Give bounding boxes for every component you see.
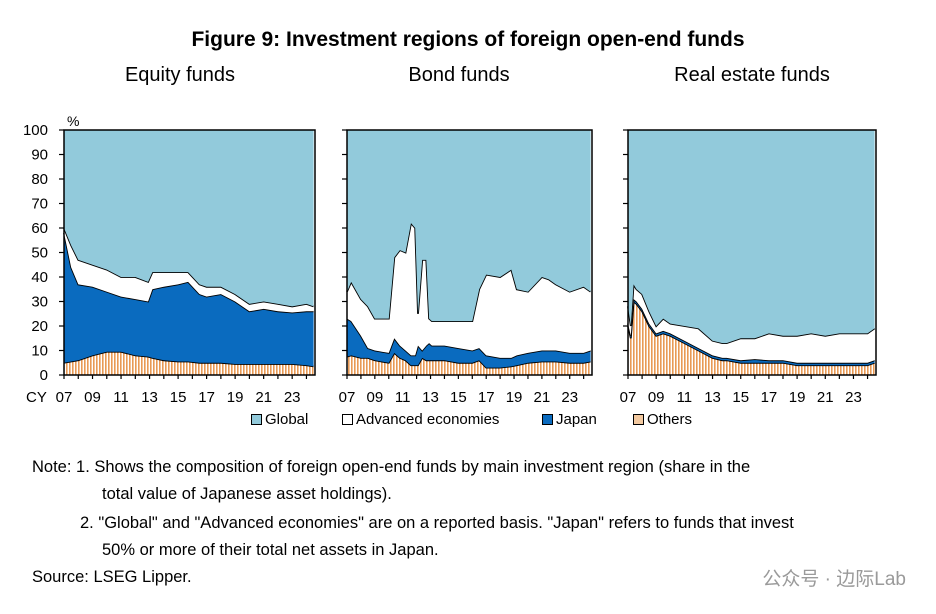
x-tick-label: 07 (339, 389, 356, 406)
x-tick-label: 13 (141, 389, 158, 406)
y-tick-label: 100 (23, 122, 48, 139)
legend-swatch-japan (542, 414, 553, 425)
legend-japan: Japan (542, 411, 597, 428)
x-tick-label: 17 (198, 389, 215, 406)
area-japan (64, 232, 314, 367)
area-global (64, 130, 314, 307)
area-others (64, 351, 314, 375)
legend-swatch-others (633, 414, 644, 425)
legend-label: Advanced economies (356, 411, 500, 428)
x-tick-label: 15 (732, 389, 749, 406)
note-1: Note: 1. Shows the composition of foreig… (32, 458, 751, 476)
y-tick-label: 90 (31, 147, 48, 164)
legend-swatch-advanced (342, 414, 353, 425)
x-tick-label: 15 (450, 389, 467, 406)
y-tick-label: 60 (31, 220, 48, 237)
legend-global: Global (251, 411, 308, 428)
x-tick-label: 21 (534, 389, 551, 406)
note-2-cont: 50% or more of their total net assets in… (102, 541, 439, 559)
x-tick-label: 21 (255, 389, 272, 406)
area-advanced-economies (64, 228, 314, 313)
x-tick-label: 11 (395, 389, 411, 406)
y-tick-label: 50 (31, 245, 48, 262)
x-tick-label: 17 (761, 389, 778, 406)
chart-area: 07 09 11 13 15 17 19 21 23 0 10 20 30 40 50 60 70 80 90 100… (23, 113, 877, 406)
area-advanced-economies (347, 223, 591, 358)
x-tick-label: 13 (422, 389, 439, 406)
area-global (628, 130, 875, 344)
panel-title-equity: Equity funds (124, 64, 236, 86)
x-tick-label: 23 (284, 389, 301, 406)
x-tick-label: 15 (170, 389, 187, 406)
x-tick-label: 07 (56, 389, 73, 406)
x-tick-label: 07 (620, 389, 637, 406)
note-1-cont: total value of Japanese asset holdings). (102, 485, 392, 503)
area-others (347, 352, 591, 375)
source: Source: LSEG Lipper. (32, 568, 192, 586)
legend-others: Others (633, 411, 692, 428)
x-tick-label: 19 (789, 389, 806, 406)
y-tick-label: 10 (31, 343, 48, 360)
figure-title: Figure 9: Investment regions of foreign … (191, 28, 745, 51)
y-tick-label: 30 (31, 294, 48, 311)
x-tick-label: 09 (366, 389, 383, 406)
x-tick-label: 11 (677, 389, 693, 406)
area-others (628, 301, 875, 375)
x-tick-label: 13 (704, 389, 721, 406)
legend-label: Others (647, 411, 693, 428)
y-tick-label: 70 (31, 196, 48, 213)
x-tick-label: 11 (113, 389, 129, 406)
x-tick-label: 21 (817, 389, 834, 406)
x-tick-label: 09 (84, 389, 101, 406)
legend-swatch-global (251, 414, 262, 425)
note-2: 2. "Global" and "Advanced economies" are… (80, 514, 794, 532)
legend-advanced: Advanced economies (342, 411, 499, 428)
y-axis-unit: % (67, 113, 79, 129)
y-tick-label: 40 (31, 269, 48, 286)
legend-label: Global (265, 411, 309, 428)
x-tick-label: 23 (561, 389, 578, 406)
legend-label: Japan (556, 411, 597, 428)
y-tick-label: 0 (40, 367, 48, 384)
x-tick-label: 19 (506, 389, 523, 406)
area-advanced-economies (628, 284, 875, 363)
x-tick-label: 23 (845, 389, 862, 406)
y-tick-label: 20 (31, 318, 48, 335)
area-global (347, 130, 591, 322)
x-axis-label: CY (26, 389, 47, 406)
x-tick-label: 19 (227, 389, 244, 406)
panel-title-bond: Bond funds (408, 64, 510, 86)
watermark: 公众号 · 边际Lab (762, 569, 906, 590)
x-tick-label: 09 (648, 389, 665, 406)
area-japan (347, 318, 591, 368)
panel-title-real-estate: Real estate funds (674, 64, 830, 86)
x-tick-label: 17 (478, 389, 495, 406)
y-tick-label: 80 (31, 171, 48, 188)
